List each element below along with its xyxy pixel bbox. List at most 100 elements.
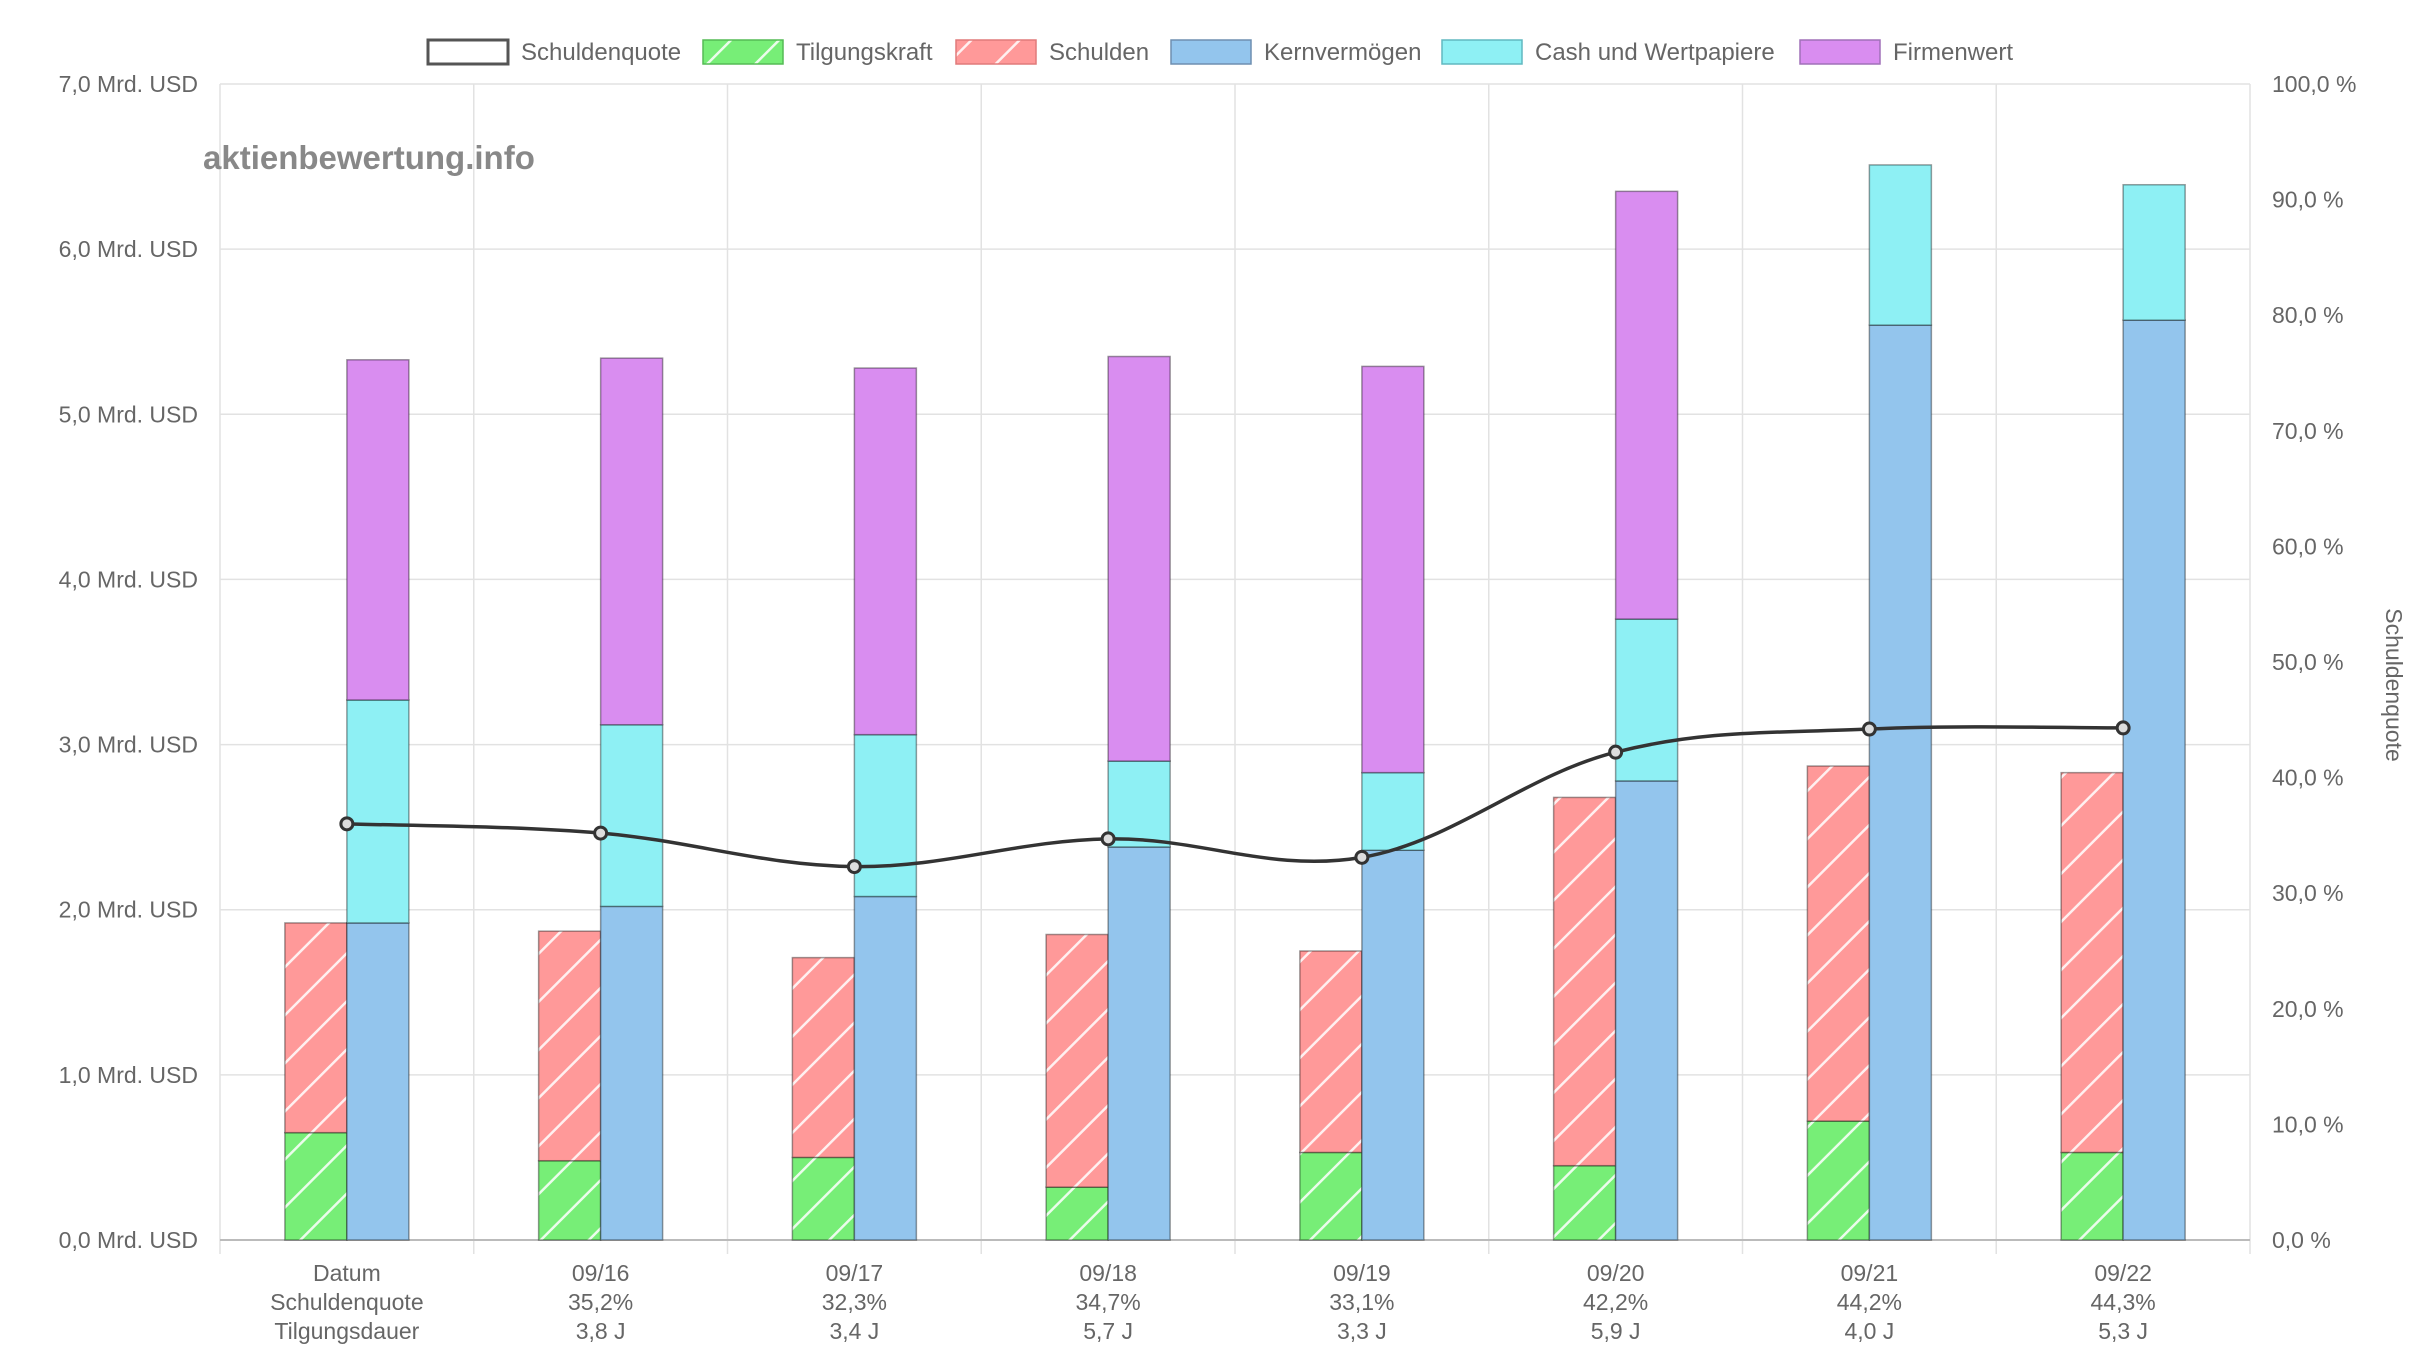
bar-schulden[interactable] [1299,950,1363,1154]
x-tick-label: 3,4 J [829,1318,879,1344]
bar-kernvermoegen[interactable] [1868,324,1933,1241]
y-left-tick-label: 5,0 Mrd. USD [59,401,198,427]
bar-cash-und-wertpapiere[interactable] [1868,164,1933,326]
bar-cash-und-wertpapiere[interactable] [599,724,664,908]
y-left-tick-label: 2,0 Mrd. USD [59,897,198,923]
legend[interactable]: Schuldenquote Tilgungskraft Schulden Kernve… [426,38,2013,66]
legend-swatch-kernvermoegen[interactable] [1170,39,1252,65]
bar-cash-und-wertpapiere[interactable] [1361,771,1425,852]
bar-kernvermoegen[interactable] [2122,319,2186,1241]
debt-ratio-point[interactable] [1354,849,1370,865]
bar-kernvermoegen[interactable] [1361,849,1425,1241]
bar-schulden[interactable] [791,956,856,1159]
bar-cash-und-wertpapiere[interactable] [1107,760,1171,848]
legend-label-tilgungskraft[interactable]: Tilgungskraft [796,39,933,66]
bar-tilgungskraft[interactable] [284,1131,348,1241]
bar-cash-und-wertpapiere[interactable] [853,733,918,898]
debt-ratio-point[interactable] [593,825,609,841]
bar-tilgungskraft[interactable] [1806,1120,1871,1241]
y-right-tick-label: 10,0 % [2272,1111,2344,1137]
x-tick-label: Tilgungsdauer [274,1318,419,1344]
y-left-tick-label: 7,0 Mrd. USD [59,71,198,97]
x-tick-label: 09/21 [1841,1260,1899,1286]
bar-firmenwert[interactable] [1107,355,1171,762]
bar-kernvermoegen[interactable] [853,895,918,1241]
x-tick-label: 44,2% [1837,1289,1902,1315]
legend-swatch-firmenwert[interactable] [1799,39,1881,65]
legend-label-schuldenquote[interactable]: Schuldenquote [521,39,681,66]
bar-tilgungskraft[interactable] [2060,1151,2124,1241]
y-right-tick-label: 80,0 % [2272,302,2344,328]
x-tick-label: 4,0 J [1844,1318,1894,1344]
bar-tilgungskraft[interactable] [1552,1164,1617,1241]
y-right-tick-label: 100,0 % [2272,71,2356,97]
x-tick-label: 5,9 J [1591,1318,1641,1344]
bar-firmenwert[interactable] [599,357,664,726]
bar-cash-und-wertpapiere[interactable] [1614,618,1679,782]
bar-tilgungskraft[interactable] [537,1159,602,1241]
bar-schulden[interactable] [2060,771,2124,1154]
y-left-tick-label: 4,0 Mrd. USD [59,566,198,592]
x-tick-label: 33,1% [1329,1289,1394,1315]
x-tick-label: 42,2% [1583,1289,1648,1315]
bar-schulden[interactable] [1806,765,1871,1122]
legend-label-cash-und-wertpapiere[interactable]: Cash und Wertpapiere [1535,39,1775,66]
bar-tilgungskraft[interactable] [791,1156,856,1241]
debt-ratio-point[interactable] [339,816,355,832]
x-tick-label: 09/16 [572,1260,630,1286]
x-tick-label: 09/17 [826,1260,884,1286]
bar-kernvermoegen[interactable] [346,922,410,1241]
bar-cash-und-wertpapiere[interactable] [2122,183,2186,321]
debt-ratio-point[interactable] [1100,831,1116,847]
legend-label-schulden[interactable]: Schulden [1049,39,1149,66]
y-axis-left: 0,0 Mrd. USD 1,0 Mrd. USD 2,0 Mrd. USD 3,0 … [59,71,198,1253]
x-tick-label: Datum [313,1260,381,1286]
x-tick-label: 3,8 J [576,1318,626,1344]
x-tick-label: 5,3 J [2098,1318,2148,1344]
debt-ratio-point[interactable] [1608,744,1624,760]
bar-cash-und-wertpapiere[interactable] [346,699,410,924]
bar-firmenwert[interactable] [1614,190,1679,620]
bar-tilgungskraft[interactable] [1045,1186,1109,1241]
x-tick-label: Schuldenquote [270,1289,423,1315]
y-left-tick-label: 3,0 Mrd. USD [59,732,198,758]
bar-schulden[interactable] [537,930,602,1162]
debt-ratio-line-path [346,725,2124,869]
y-right-tick-label: 0,0 % [2272,1227,2331,1253]
y-right-tick-label: 70,0 % [2272,418,2344,444]
bar-firmenwert[interactable] [1361,365,1425,774]
bar-schulden[interactable] [284,922,348,1134]
bar-firmenwert[interactable] [346,359,410,701]
y-left-tick-label: 6,0 Mrd. USD [59,236,198,262]
legend-swatch-schulden[interactable] [955,39,1037,65]
x-tick-label: 3,3 J [1337,1318,1387,1344]
legend-swatch-cash-und-wertpapiere[interactable] [1441,39,1523,65]
y-left-tick-label: 1,0 Mrd. USD [59,1062,198,1088]
x-tick-label: 09/18 [1079,1260,1137,1286]
bar-kernvermoegen[interactable] [1614,780,1679,1241]
legend-swatch-tilgungskraft[interactable] [702,39,784,65]
watermark-text: aktienbewertung.info [203,139,535,176]
bar-kernvermoegen[interactable] [599,905,664,1241]
legend-label-kernvermoegen[interactable]: Kernvermögen [1264,39,1421,66]
debt-ratio-point[interactable] [846,859,862,875]
legend-swatch-schuldenquote[interactable] [426,38,510,66]
bar-schulden[interactable] [1045,933,1109,1188]
bar-series [284,164,2186,1241]
legend-label-firmenwert[interactable]: Firmenwert [1893,39,2013,66]
bar-kernvermoegen[interactable] [1107,846,1171,1241]
x-tick-label: 32,3% [822,1289,887,1315]
bar-schulden[interactable] [1552,796,1617,1167]
debt-ratio-point[interactable] [1861,721,1877,737]
bar-firmenwert[interactable] [853,367,918,736]
y-right-tick-label: 20,0 % [2272,996,2344,1022]
y-axis-right: 0,0 % 10,0 % 20,0 % 30,0 % 40,0 % 50,0 % 60,0 … [2272,71,2356,1253]
bar-tilgungskraft[interactable] [1299,1151,1363,1241]
y-axis-right-label: Schuldenquote [2381,608,2407,761]
debt-ratio-point[interactable] [2115,720,2131,736]
y-right-tick-label: 30,0 % [2272,880,2344,906]
y-right-tick-label: 90,0 % [2272,187,2344,213]
y-right-tick-label: 40,0 % [2272,765,2344,791]
x-tick-label: 09/19 [1333,1260,1391,1286]
